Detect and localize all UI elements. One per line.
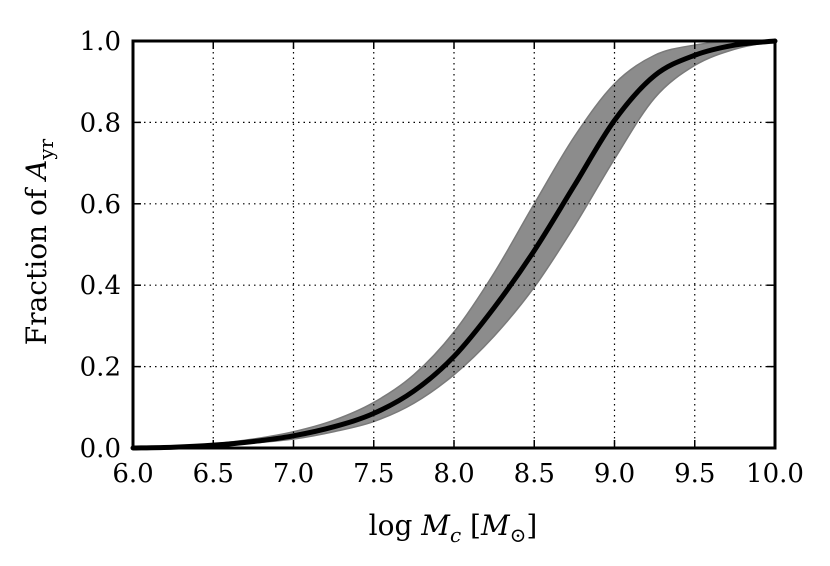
x-tick-label: 8.0 <box>433 459 474 489</box>
y-tick-label: 1.0 <box>80 27 121 57</box>
median-line <box>130 38 778 451</box>
y-tick-label: 0.2 <box>80 353 121 383</box>
y-axis-title: Fraction of Ayr <box>20 138 58 345</box>
median-line-layer <box>130 38 778 451</box>
x-tick-label: 6.5 <box>193 459 234 489</box>
x-tick-label: 7.5 <box>353 459 394 489</box>
grid-layer <box>133 41 775 448</box>
y-tick-label: 0.4 <box>80 271 121 301</box>
x-tick-label: 7.0 <box>273 459 314 489</box>
y-tick-label: 0.8 <box>80 108 121 138</box>
x-tick-label: 8.5 <box>514 459 555 489</box>
x-tick-label: 10.0 <box>746 459 804 489</box>
tick-layer: 6.0 6.5 7.0 7.5 8.0 8.5 9.0 9.5 10.0 0.0 0.2 0.4 0.6… <box>80 27 804 489</box>
y-tick-label: 0.6 <box>80 190 121 220</box>
x-tick-label: 9.0 <box>594 459 635 489</box>
y-tick-label: 0.0 <box>80 434 121 464</box>
x-axis-title: log Mc [M⊙] <box>369 509 538 547</box>
x-tick-label: 9.5 <box>674 459 715 489</box>
x-tick-label: 6.0 <box>112 459 153 489</box>
